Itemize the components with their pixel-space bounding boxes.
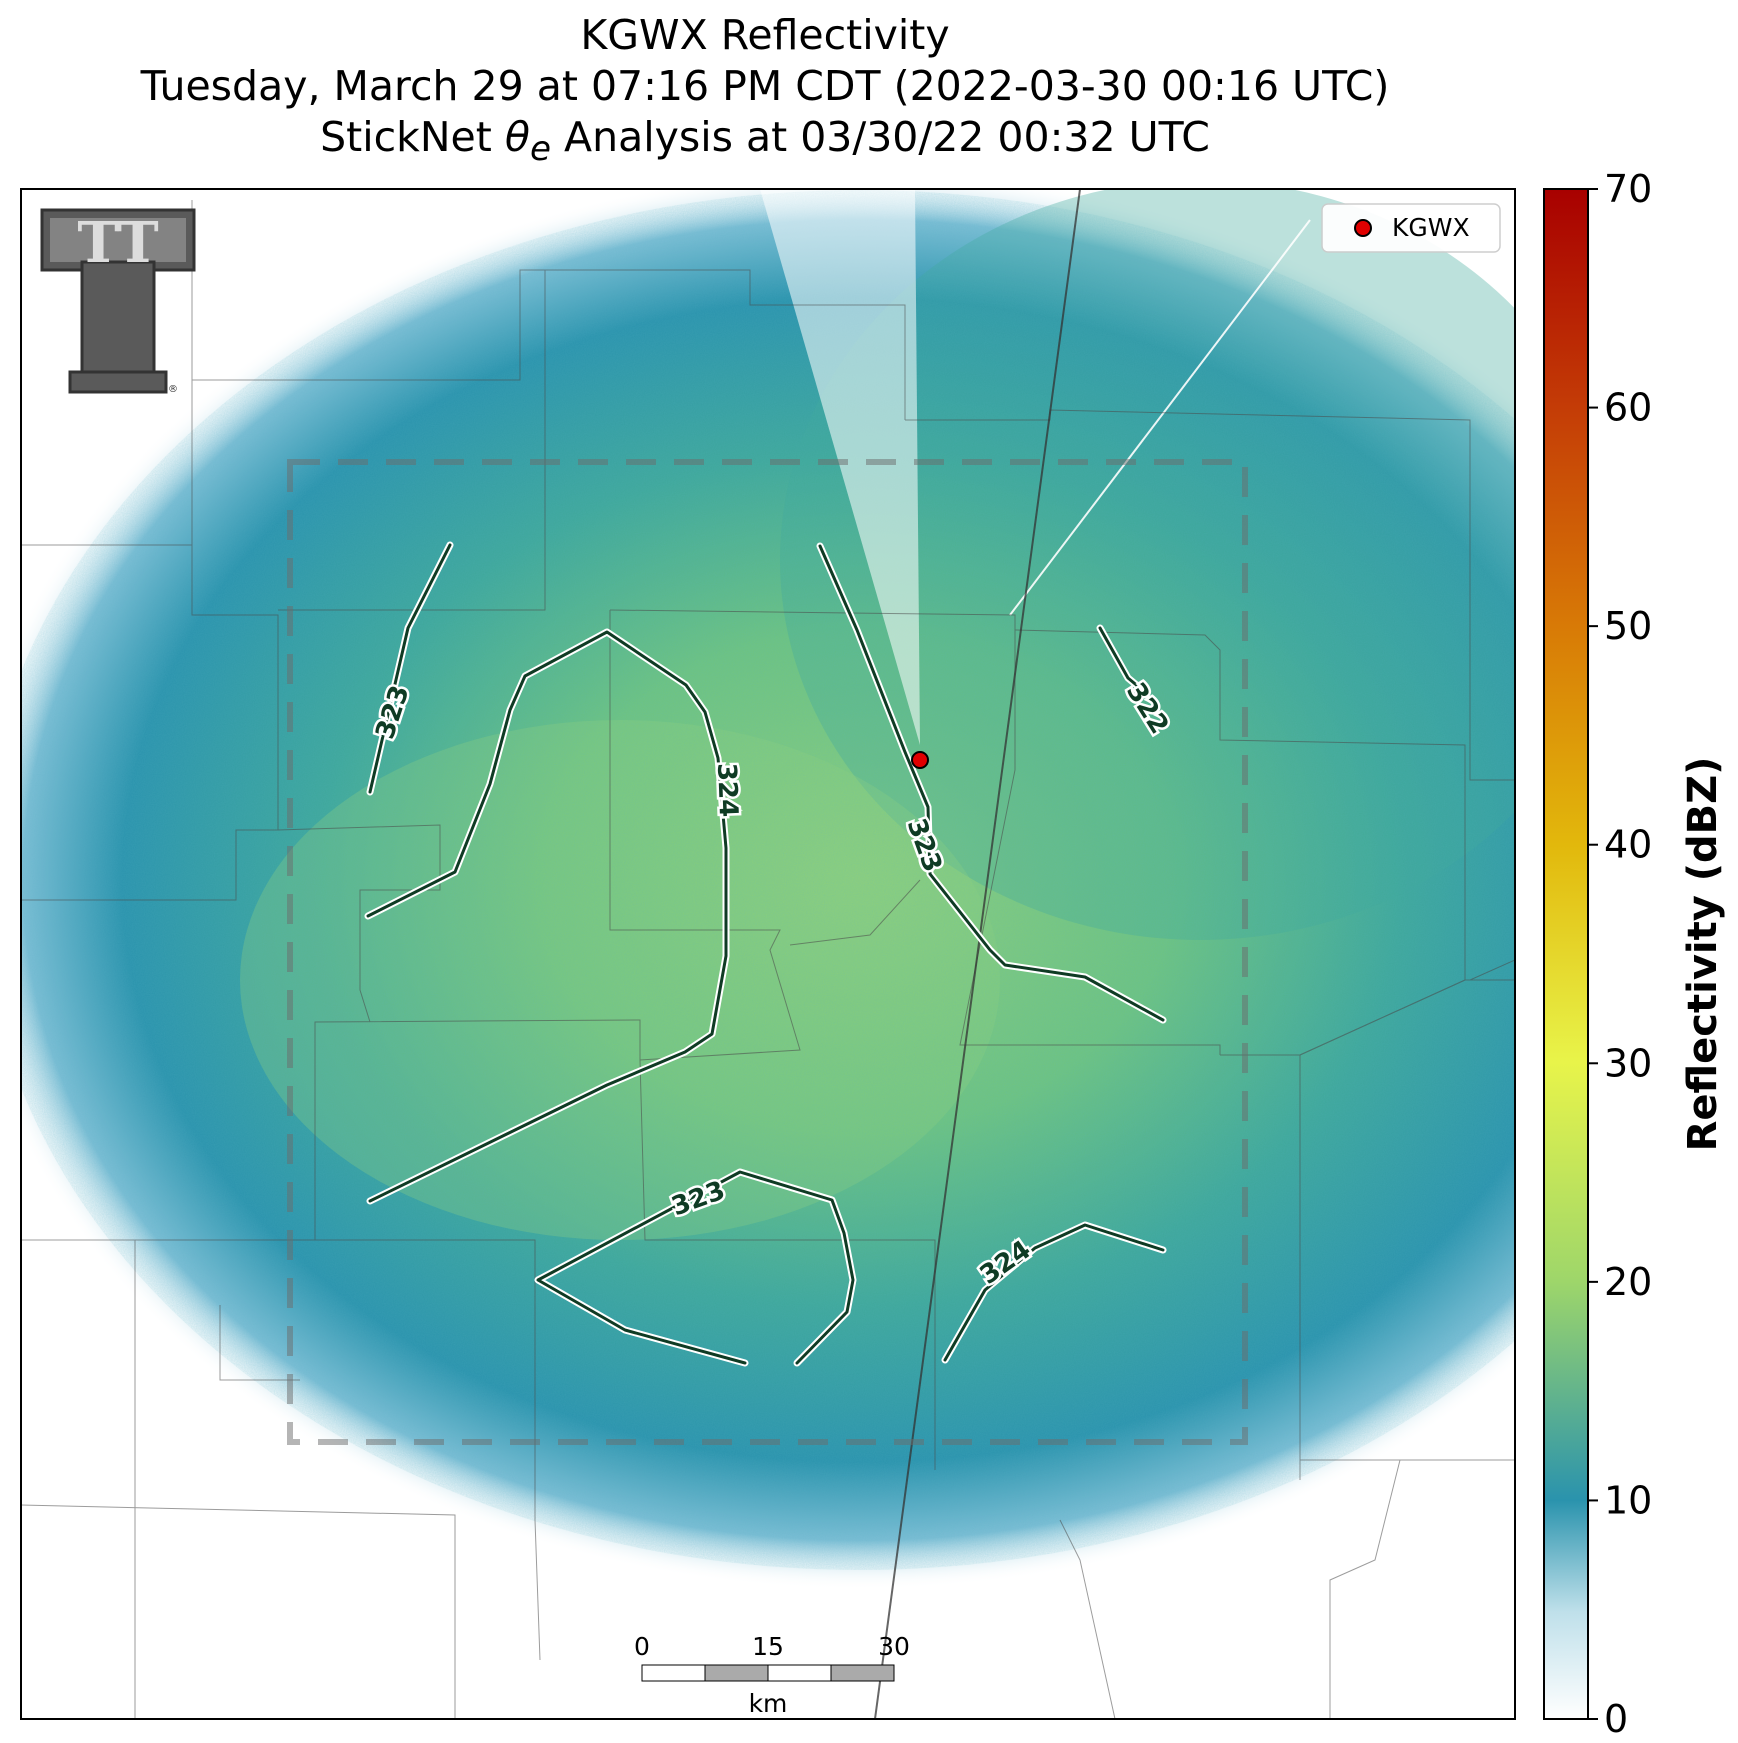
logo-registered-mark: ® <box>168 384 178 395</box>
colorbar-tick-label: 50 <box>1604 604 1652 648</box>
colorbar-ticks: 0 10 20 30 40 50 60 70 <box>1588 167 1652 1741</box>
county-boundaries <box>21 200 1515 1719</box>
scale-bar: 0 15 30 km <box>634 1632 910 1718</box>
highway-line <box>874 189 1081 1719</box>
colorbar-tick-label: 10 <box>1604 1478 1652 1522</box>
title-line-1: KGWX Reflectivity <box>580 11 950 59</box>
legend-marker-icon <box>1354 219 1372 237</box>
title-line-3-suffix: Analysis at 03/30/22 00:32 UTC <box>551 113 1210 161</box>
title-line-2: Tuesday, March 29 at 07:16 PM CDT (2022-… <box>140 62 1390 110</box>
scale-tick-30: 30 <box>878 1632 910 1661</box>
contour-322-east <box>1098 626 1142 690</box>
colorbar-label: Reflectivity (dBZ) <box>1680 757 1726 1152</box>
theta-symbol: θ <box>504 113 530 161</box>
colorbar-tick-label: 0 <box>1604 1697 1628 1741</box>
map-frame <box>20 188 1516 1720</box>
theta-subscript: e <box>529 129 551 170</box>
contour-324-southeast <box>943 1223 1165 1362</box>
colorbar-gradient <box>1543 188 1589 1720</box>
colorbar-tick-label: 70 <box>1604 167 1652 211</box>
colorbar-tick-label: 30 <box>1604 1041 1652 1085</box>
contour-323-south <box>536 1170 855 1365</box>
map-area: 323 324 323 322 323 324 <box>21 189 1515 1719</box>
contour-label-324-west: 324 <box>711 762 743 817</box>
theta-e-contours <box>364 541 1167 1367</box>
contour-323-west <box>368 543 452 794</box>
radar-site-marker <box>911 751 929 769</box>
scale-unit: km <box>749 1689 788 1718</box>
colorbar-tick-label: 40 <box>1604 823 1652 867</box>
colorbar-tick-label: 60 <box>1604 386 1652 430</box>
colorbar-tick-label: 20 <box>1604 1260 1652 1304</box>
logo-letters: TT <box>77 210 159 276</box>
map-legend: KGWX <box>1321 203 1501 253</box>
texas-tech-logo: TT ® <box>40 208 196 395</box>
scale-tick-0: 0 <box>634 1632 650 1661</box>
title-line-3-prefix: StickNet <box>320 113 505 161</box>
title-line-3: StickNet θe Analysis at 03/30/22 00:32 U… <box>0 112 1530 175</box>
legend-label: KGWX <box>1392 213 1470 242</box>
colorbar: 0 10 20 30 40 50 60 70 Reflectivity (dBZ) <box>1543 167 1726 1741</box>
contour-324-west <box>366 630 728 1203</box>
contour-323-center <box>818 544 1165 1022</box>
map-title: KGWX Reflectivity Tuesday, March 29 at 0… <box>0 10 1530 175</box>
scale-tick-15: 15 <box>752 1632 784 1661</box>
analysis-domain-box <box>287 459 1248 1445</box>
